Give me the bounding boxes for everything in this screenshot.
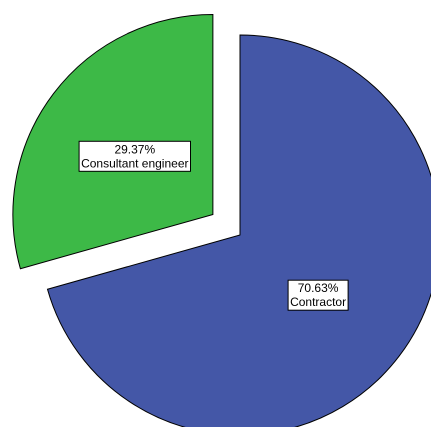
slice-label-consultant-engineer: 29.37%Consultant engineer xyxy=(78,140,191,172)
slice-label-contractor: 70.63%Contractor xyxy=(287,279,349,311)
slice-category-label: Contractor xyxy=(290,295,346,309)
slice-label-box xyxy=(78,140,191,172)
slice-category-label: Consultant engineer xyxy=(81,156,188,170)
pie-slice-contractor xyxy=(46,34,431,427)
slice-value-label: 70.63% xyxy=(298,281,339,295)
slice-label-box xyxy=(287,279,349,311)
pie-labels: 70.63%Contractor 29.37%Consultant enginee… xyxy=(78,140,349,311)
pie-slices xyxy=(12,13,431,427)
slice-value-label: 29.37% xyxy=(114,142,155,156)
